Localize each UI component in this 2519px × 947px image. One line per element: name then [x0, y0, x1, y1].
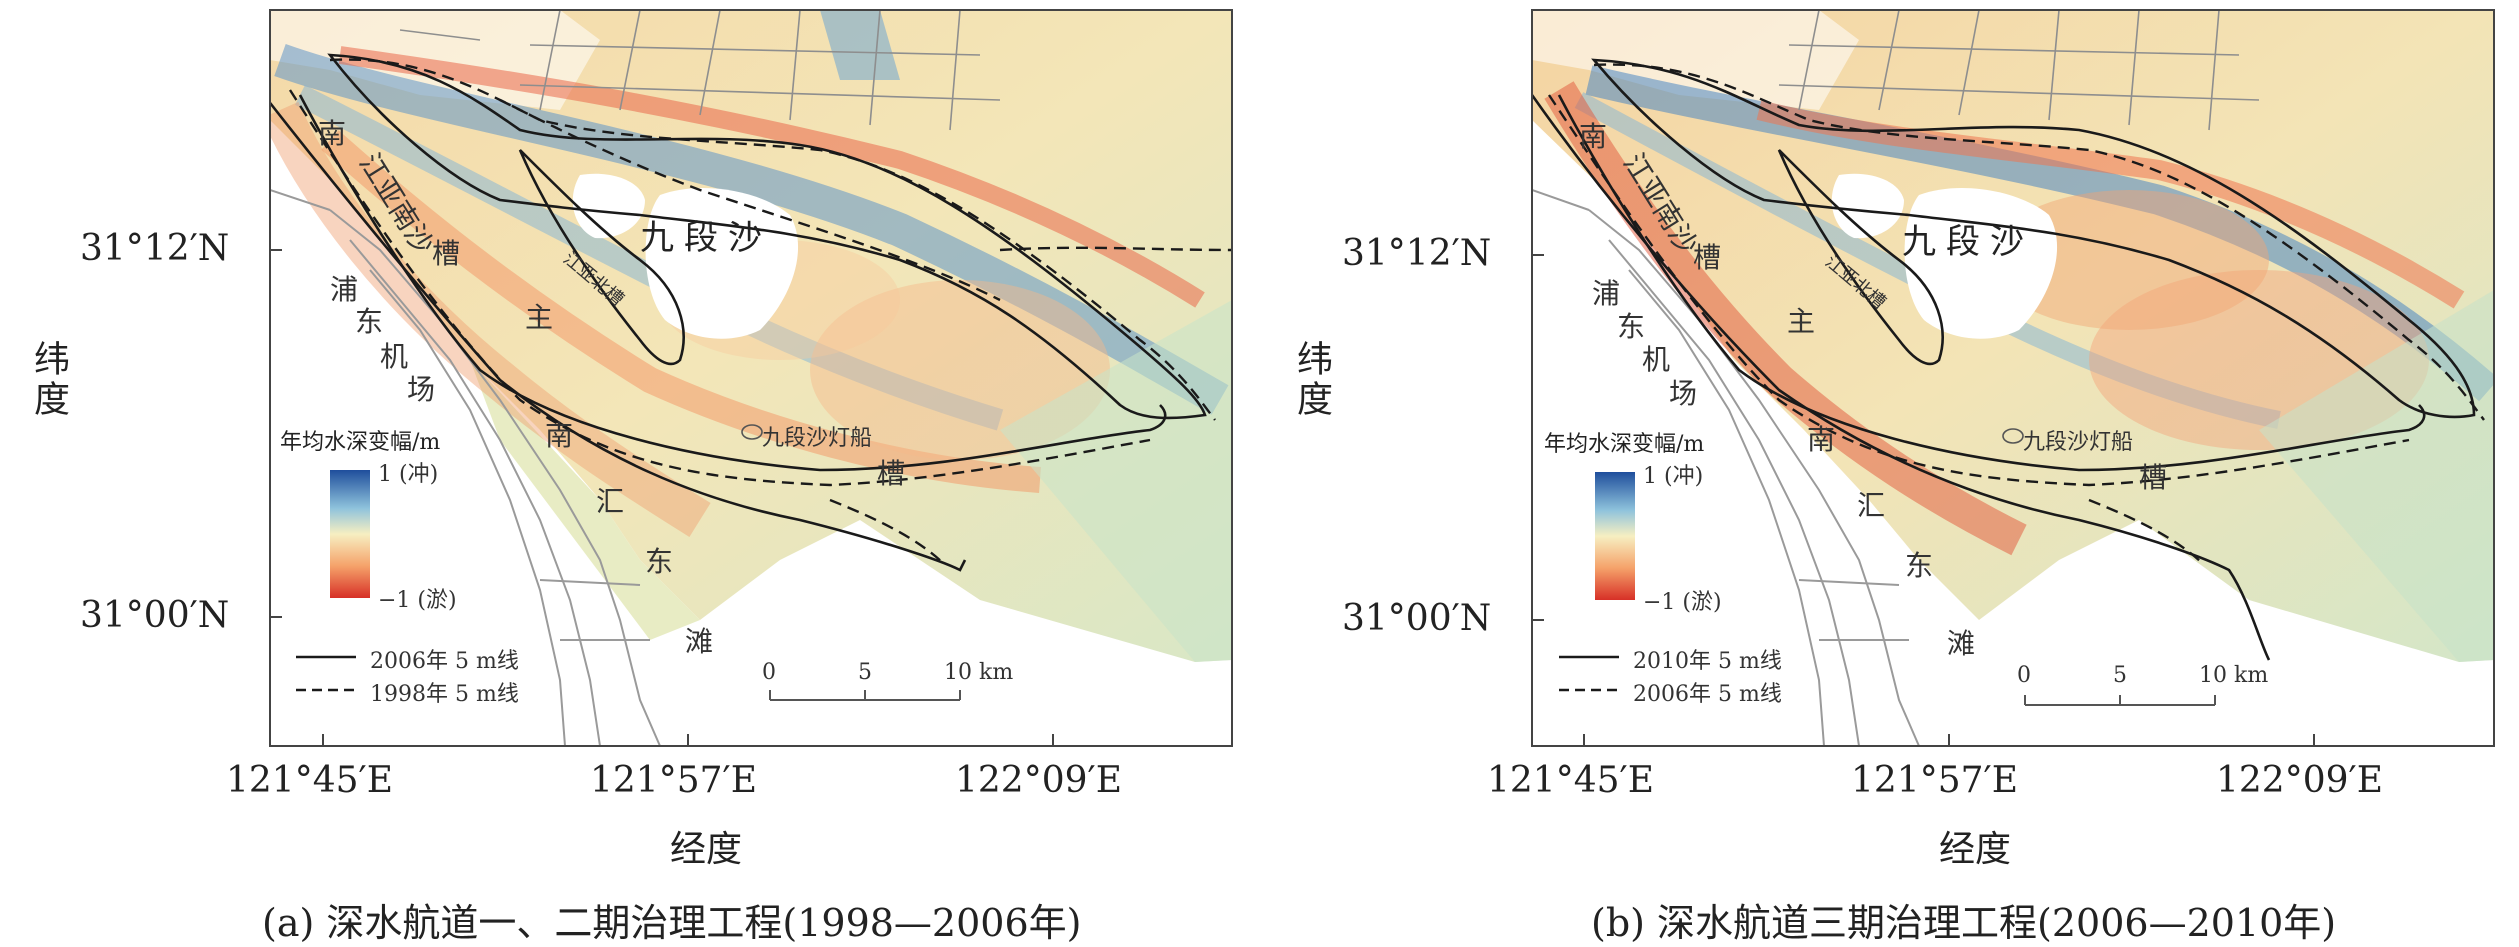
caption-b: (b) 深水航道三期治理工程(2006—2010年) [1591, 901, 2337, 945]
place-dong: 东 [1617, 310, 1646, 343]
place-dong2: 东 [1905, 549, 1934, 582]
y-axis-label: 纬度 [1291, 340, 1332, 420]
y-tick-1: 31°12′N [1342, 233, 1492, 274]
panel-b: 31°12′N 31°00′N 121°45′E 121°57′E 122°09… [1259, 0, 2519, 945]
place-nan2: 南 [545, 419, 574, 452]
place-cao: 槽 [432, 237, 461, 270]
y-tick-2: 31°00′N [1342, 598, 1492, 639]
x-tick-2: 121°57′E [590, 760, 757, 801]
scale-10: 10 km [944, 660, 1014, 685]
x-axis-label: 经度 [670, 829, 743, 870]
scale-0: 0 [762, 660, 776, 685]
map-b-graphic [1531, 9, 2495, 747]
place-lightship: 九段沙灯船 [762, 426, 873, 451]
y-axis-label: 纬度 [28, 340, 69, 420]
place-zhu: 主 [525, 301, 554, 334]
place-hui: 汇 [1857, 489, 1886, 522]
place-cao2: 槽 [2139, 461, 2168, 494]
scale-10: 10 km [2199, 663, 2269, 688]
colorbar-max: 1 (冲) [378, 462, 439, 487]
legend-solid: 2010年 5 m线 [1633, 649, 1782, 674]
place-chang: 场 [407, 373, 436, 406]
x-axis-label: 经度 [1939, 829, 2012, 870]
place-dong2: 东 [645, 545, 674, 578]
x-tick-1: 121°45′E [1487, 760, 1654, 801]
x-tick-3: 122°09′E [2216, 760, 2383, 801]
place-jiuduansha: 九段沙 [1902, 222, 2034, 262]
place-cao2: 槽 [877, 457, 906, 490]
place-pu: 浦 [330, 273, 359, 306]
caption-a: (a) 深水航道一、二期治理工程(1998—2006年) [262, 901, 1082, 945]
colorbar-min: −1 (淤) [378, 588, 457, 613]
map-a-graphic [269, 9, 1233, 747]
place-jiuduansha: 九段沙 [640, 218, 772, 258]
panel-a: 31°12′N 31°00′N 121°45′E 121°57′E 122°09… [0, 0, 1260, 945]
place-chang: 场 [1669, 377, 1698, 410]
x-tick-2: 121°57′E [1851, 760, 2018, 801]
place-nan: 南 [318, 117, 347, 150]
place-tan: 滩 [685, 625, 714, 658]
place-nan: 南 [1579, 120, 1608, 153]
x-tick-3: 122°09′E [955, 760, 1122, 801]
colorbar-title: 年均水深变幅/m [280, 430, 441, 455]
scale-5: 5 [858, 660, 872, 685]
legend-dashed: 1998年 5 m线 [370, 682, 519, 707]
place-pu: 浦 [1592, 277, 1621, 310]
colorbar-min: −1 (淤) [1643, 590, 1722, 615]
colorbar-title: 年均水深变幅/m [1544, 432, 1705, 457]
place-zhu: 主 [1787, 305, 1816, 338]
y-tick-1: 31°12′N [80, 228, 230, 269]
place-ji: 机 [380, 340, 409, 373]
scale-0: 0 [2017, 663, 2031, 688]
scale-5: 5 [2113, 663, 2127, 688]
place-hui: 汇 [596, 485, 625, 518]
colorbar-max: 1 (冲) [1643, 464, 1704, 489]
place-cao: 槽 [1693, 241, 1722, 274]
y-tick-2: 31°00′N [80, 595, 230, 636]
legend-solid: 2006年 5 m线 [370, 649, 519, 674]
place-ji: 机 [1642, 343, 1671, 376]
legend-dashed: 2006年 5 m线 [1633, 682, 1782, 707]
x-tick-1: 121°45′E [226, 760, 393, 801]
place-dong: 东 [355, 305, 384, 338]
place-tan: 滩 [1947, 627, 1976, 660]
place-lightship: 九段沙灯船 [2023, 430, 2134, 455]
place-nan2: 南 [1807, 423, 1836, 456]
